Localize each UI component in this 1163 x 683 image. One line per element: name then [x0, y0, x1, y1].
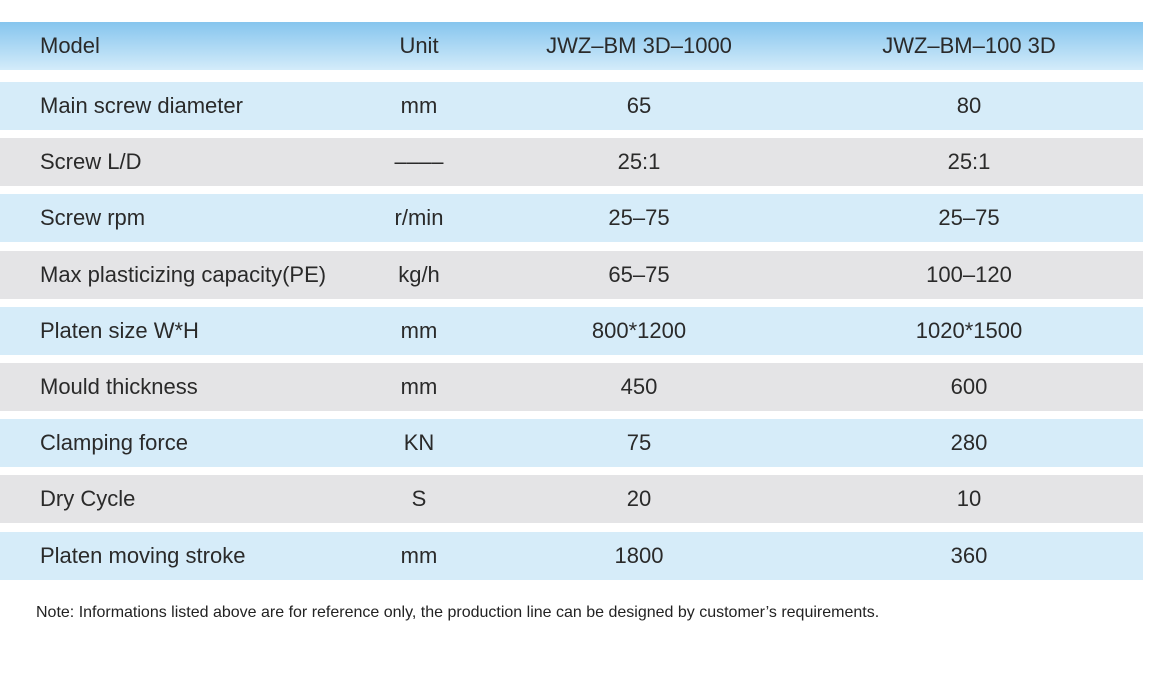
table-row: Max plasticizing capacity(PE) kg/h 65–75 10…	[0, 251, 1143, 299]
note: Note: Informations listed above are for …	[36, 604, 880, 621]
table-cell: Main screw diameter	[40, 93, 243, 118]
table-cell: mm	[400, 93, 438, 118]
table-row: Platen moving stroke mm 1800 360	[0, 532, 1143, 580]
table-cell: mm	[400, 318, 438, 343]
table-cell: 280	[950, 430, 988, 455]
header-cell: JWZ–BM–100 3D	[882, 33, 1056, 58]
table-cell: Dry Cycle	[40, 486, 136, 511]
table-cell: 600	[950, 374, 988, 399]
table-cell: KN	[403, 430, 435, 455]
table-cell: 65–75	[608, 262, 670, 287]
table-cell: 10	[956, 486, 982, 511]
table-cell: 25:1	[617, 149, 661, 174]
table-cell: Clamping force	[40, 430, 188, 455]
table-cell: 65	[626, 93, 652, 118]
table-row: Main screw diameter mm 65 80	[0, 82, 1143, 130]
table-row: Platen size W*H mm 800*1200 1020*1500	[0, 307, 1143, 355]
header-cell: JWZ–BM 3D–1000	[546, 33, 732, 58]
table-cell: Platen moving stroke	[40, 543, 246, 568]
table-cell: 25–75	[938, 205, 1000, 230]
table-cell: Mould thickness	[40, 374, 198, 399]
header-row: Model Unit JWZ–BM 3D–1000 JWZ–BM–100 3D	[0, 22, 1143, 70]
table-cell: kg/h	[398, 262, 440, 287]
table-cell: 25–75	[608, 205, 670, 230]
table-row: Screw L/D –––– 25:1 25:1	[0, 138, 1143, 186]
table-cell: ––––	[394, 149, 444, 174]
table-cell: S	[411, 486, 427, 511]
table-cell: 100–120	[926, 262, 1012, 287]
table-cell: Max plasticizing capacity(PE)	[40, 262, 327, 287]
table-cell: 450	[620, 374, 658, 399]
header-cell: Model	[40, 33, 100, 58]
table-row: Dry Cycle S 20 10	[0, 475, 1143, 523]
table-cell: 20	[626, 486, 652, 511]
table-row: Screw rpm r/min 25–75 25–75	[0, 194, 1143, 242]
table-cell: r/min	[394, 205, 444, 230]
header-cell: Unit	[399, 33, 439, 58]
table-cell: 25:1	[947, 149, 991, 174]
table-cell: mm	[400, 543, 438, 568]
table-cell: 80	[956, 93, 982, 118]
table-cell: Platen size W*H	[40, 318, 199, 343]
table-cell: 800*1200	[591, 318, 687, 343]
table-cell: 1800	[614, 543, 664, 568]
table-cell: 75	[626, 430, 652, 455]
table-cell: 360	[950, 543, 988, 568]
table-cell: Screw L/D	[40, 149, 142, 174]
table-cell: 1020*1500	[915, 318, 1023, 343]
table-cell: mm	[400, 374, 438, 399]
table-row: Mould thickness mm 450 600	[0, 363, 1143, 411]
table-row: Clamping force KN 75 280	[0, 419, 1143, 467]
table-cell: Screw rpm	[40, 205, 146, 230]
